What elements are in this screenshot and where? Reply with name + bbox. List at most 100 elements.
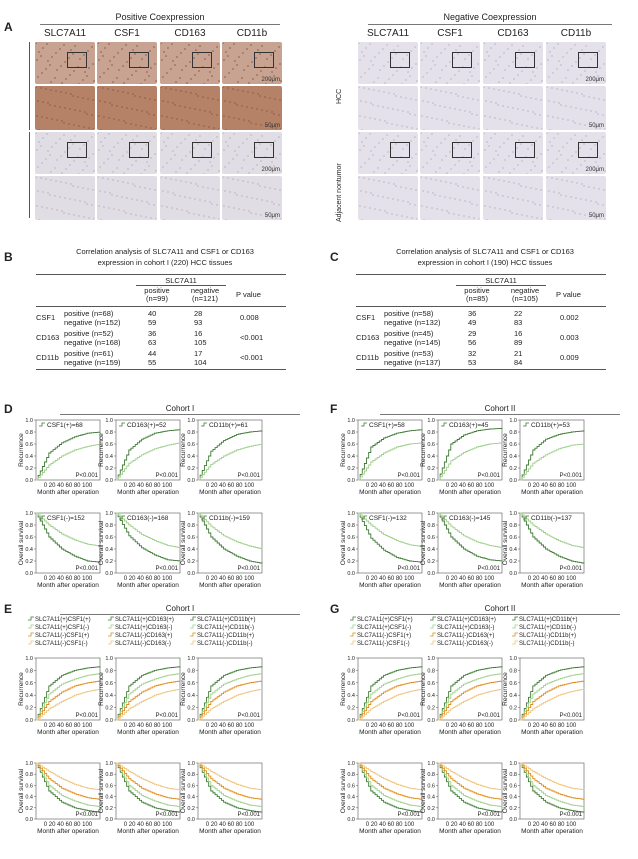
gene-header: SLC7A11: [165, 276, 197, 285]
legend-label: SLC7A11(-)CD11b(+): [519, 633, 576, 639]
p-value-label: P<0.001: [397, 473, 420, 479]
y-tick-label: 1.0: [25, 761, 33, 767]
legend-label: SLC7A11(+)CD163(-): [115, 625, 172, 631]
magnification-box: [192, 52, 212, 68]
km-plot: 0.0 0.2 0.4 0.6 0.8 1.0 0 20 40 60 80 100Month…: [180, 511, 263, 589]
y-tick-label: 0.4: [427, 795, 435, 801]
y-tick-label: 0.4: [427, 693, 435, 699]
km-curve: [358, 512, 423, 563]
km-curve: [520, 666, 585, 721]
legend-label: CSF1(+)=58: [369, 422, 405, 429]
ihc-tile: [35, 42, 95, 84]
cell-negative: 104: [194, 358, 207, 367]
km-curve: [116, 512, 181, 548]
y-tick-label: 0.4: [347, 454, 355, 460]
y-axis-label: Overall survival: [502, 520, 509, 565]
km-curve: [198, 673, 263, 721]
km-curve: [116, 512, 181, 562]
x-axis-label: Month after operation: [439, 729, 501, 736]
y-tick-label: 0.2: [509, 806, 517, 812]
legend-swatch: [430, 616, 436, 621]
y-tick-label: 0.2: [427, 806, 435, 812]
km-curve: [520, 762, 585, 813]
km-curve: [520, 443, 585, 481]
p-value-label: P<0.001: [155, 566, 178, 572]
magnification-box: [192, 142, 212, 158]
y-tick-label: 1.0: [509, 511, 517, 517]
y-tick-label: 0.6: [427, 783, 435, 789]
legend-swatch: [28, 616, 34, 621]
x-tick-labels: 0 20 40 60 80 100: [366, 576, 415, 582]
y-axis-label: Overall survival: [340, 520, 347, 565]
col-positive-header: positive (n=99): [144, 286, 170, 303]
y-tick-label: 0.0: [509, 817, 517, 823]
km-plot: 0.0 0.2 0.4 0.6 0.8 1.0 0 20 40 60 80 100Month…: [420, 418, 503, 496]
legend-swatch: [430, 640, 436, 645]
km-curve: [520, 512, 585, 548]
y-tick-label: 0.8: [509, 523, 517, 529]
km-curve: [358, 688, 423, 721]
y-tick-label: 0.4: [187, 454, 195, 460]
y-tick-label: 0.2: [25, 559, 33, 565]
y-tick-label: 0.0: [25, 718, 33, 724]
y-tick-label: 0.8: [347, 668, 355, 674]
y-tick-label: 0.0: [187, 817, 195, 823]
y-tick-label: 0.4: [427, 454, 435, 460]
y-tick-label: 0.4: [105, 454, 113, 460]
cell-negative: 16: [194, 329, 203, 338]
panel-label-e: E: [4, 602, 13, 616]
km-plot: 0.0 0.2 0.4 0.6 0.8 1.0 0 20 40 60 80 100Month…: [340, 511, 423, 589]
ihc-tile: [483, 86, 543, 130]
magnification-box: [390, 142, 410, 158]
km-curve: [438, 762, 503, 800]
km-curve: [36, 688, 101, 721]
y-tick-label: 0.4: [347, 795, 355, 801]
gene-header-rule: [136, 285, 226, 286]
y-tick-label: 0.0: [509, 718, 517, 724]
col-positive-header: positive (n=85): [464, 286, 490, 303]
y-tick-label: 1.0: [105, 418, 113, 424]
y-tick-label: 0.0: [105, 478, 113, 484]
y-tick-label: 0.8: [187, 772, 195, 778]
y-tick-label: 0.8: [187, 668, 195, 674]
ihc-tile: 200μm: [222, 132, 282, 174]
legend-label: SLC7A11(+)CD163(-): [437, 625, 494, 631]
y-tick-label: 1.0: [187, 511, 195, 517]
marker-column-header: SLC7A11: [43, 28, 87, 39]
scale-bar-label: 200μm: [261, 77, 280, 83]
x-tick-labels: 0 20 40 60 80 100: [366, 483, 415, 489]
ihc-tile: 200μm: [222, 42, 282, 84]
km-curve: [438, 762, 503, 791]
km-plot: 0.0 0.2 0.4 0.6 0.8 1.0 0 20 40 60 80 100Month…: [18, 511, 101, 589]
legend-label: CD163(-)=168: [127, 515, 169, 522]
p-value-label: P<0.001: [75, 473, 98, 479]
y-axis-label: Overall survival: [180, 768, 187, 813]
y-tick-label: 0.2: [105, 466, 113, 472]
table-c-title: Correlation analysis of SLC7A11 and CSF1…: [396, 247, 574, 267]
km-plot: 0.0 0.2 0.4 0.6 0.8 1.0 0 20 40 60 80 100Month…: [180, 656, 263, 736]
km-plot: 0.0 0.2 0.4 0.6 0.8 1.0 0 20 40 60 80 100Month…: [340, 656, 423, 736]
plot-frame: [519, 512, 585, 574]
legend-swatch: [28, 632, 34, 637]
km-plot: 0.0 0.2 0.4 0.6 0.8 1.0 0 20 40 60 80 100Month…: [502, 656, 585, 736]
legend-swatch: [190, 640, 196, 645]
y-tick-label: 0.6: [187, 535, 195, 541]
km-curve: [520, 762, 585, 791]
ihc-tile: 200μm: [546, 42, 606, 84]
y-tick-label: 0.0: [509, 571, 517, 577]
y-tick-label: 0.8: [187, 523, 195, 529]
panel-label-a: A: [4, 20, 13, 34]
marker-column-header: CSF1: [114, 28, 140, 39]
y-tick-label: 1.0: [347, 511, 355, 517]
km-curve: [198, 680, 263, 721]
p-value-label: P<0.001: [237, 713, 260, 719]
km-curve: [358, 666, 423, 721]
y-tick-label: 0.8: [509, 668, 517, 674]
ihc-tile: [97, 132, 157, 174]
cohort-rule: [380, 414, 620, 415]
km-curve: [36, 762, 101, 800]
plot-frame: [437, 512, 503, 574]
x-axis-label: Month after operation: [117, 489, 179, 496]
legend-swatch: [108, 624, 114, 629]
